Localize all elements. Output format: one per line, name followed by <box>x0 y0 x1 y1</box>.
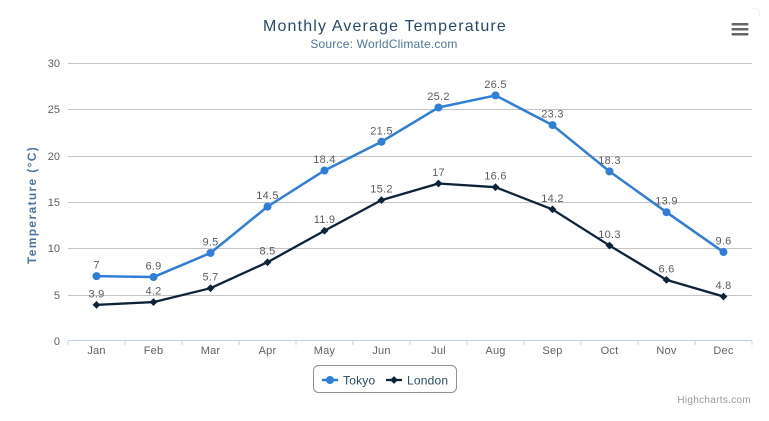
svg-text:Oct: Oct <box>601 345 619 357</box>
svg-text:6.9: 6.9 <box>145 261 161 273</box>
svg-text:25.2: 25.2 <box>427 91 449 103</box>
svg-text:7: 7 <box>93 260 99 272</box>
svg-text:Temperature (°C): Temperature (°C) <box>25 146 39 264</box>
svg-text:Source: WorldClimate.com: Source: WorldClimate.com <box>310 37 457 51</box>
svg-text:Monthly Average Temperature: Monthly Average Temperature <box>263 18 507 35</box>
svg-text:3.9: 3.9 <box>88 288 104 300</box>
svg-text:25: 25 <box>48 104 60 116</box>
svg-text:9.6: 9.6 <box>715 236 731 248</box>
svg-text:Jan: Jan <box>87 345 105 357</box>
svg-text:6.6: 6.6 <box>658 263 674 275</box>
svg-text:London: London <box>407 374 448 388</box>
svg-text:18.3: 18.3 <box>598 155 620 167</box>
svg-text:23.3: 23.3 <box>541 109 563 121</box>
svg-text:0: 0 <box>54 336 60 348</box>
svg-text:Mar: Mar <box>201 345 221 357</box>
svg-text:May: May <box>314 345 336 357</box>
svg-text:16.6: 16.6 <box>484 171 506 183</box>
svg-text:Highcharts.com: Highcharts.com <box>677 395 751 406</box>
svg-text:15: 15 <box>48 197 60 209</box>
svg-text:5.7: 5.7 <box>202 272 218 284</box>
svg-text:15.2: 15.2 <box>370 184 392 196</box>
svg-text:10: 10 <box>48 243 60 255</box>
svg-text:17: 17 <box>432 167 445 179</box>
svg-text:5: 5 <box>54 290 60 302</box>
svg-text:Jul: Jul <box>431 345 446 357</box>
svg-text:Sep: Sep <box>542 345 562 357</box>
svg-text:14.5: 14.5 <box>256 190 278 202</box>
svg-text:20: 20 <box>48 151 60 163</box>
svg-text:Tokyo: Tokyo <box>343 374 375 388</box>
svg-text:Apr: Apr <box>259 345 277 357</box>
svg-text:26.5: 26.5 <box>484 79 506 91</box>
svg-text:13.9: 13.9 <box>655 196 677 208</box>
svg-text:4.8: 4.8 <box>715 280 731 292</box>
svg-text:Aug: Aug <box>485 345 505 357</box>
svg-text:Dec: Dec <box>713 345 733 357</box>
svg-text:Jun: Jun <box>372 345 390 357</box>
svg-text:21.5: 21.5 <box>370 125 392 137</box>
svg-text:18.4: 18.4 <box>313 154 335 166</box>
svg-text:14.2: 14.2 <box>541 193 563 205</box>
svg-text:10.3: 10.3 <box>598 229 620 241</box>
svg-text:4.2: 4.2 <box>145 286 161 298</box>
svg-text:8.5: 8.5 <box>259 246 275 258</box>
svg-text:30: 30 <box>48 58 60 70</box>
svg-text:11.9: 11.9 <box>314 214 336 226</box>
svg-text:Feb: Feb <box>144 345 164 357</box>
svg-text:Nov: Nov <box>656 345 676 357</box>
svg-text:9.5: 9.5 <box>202 236 218 248</box>
